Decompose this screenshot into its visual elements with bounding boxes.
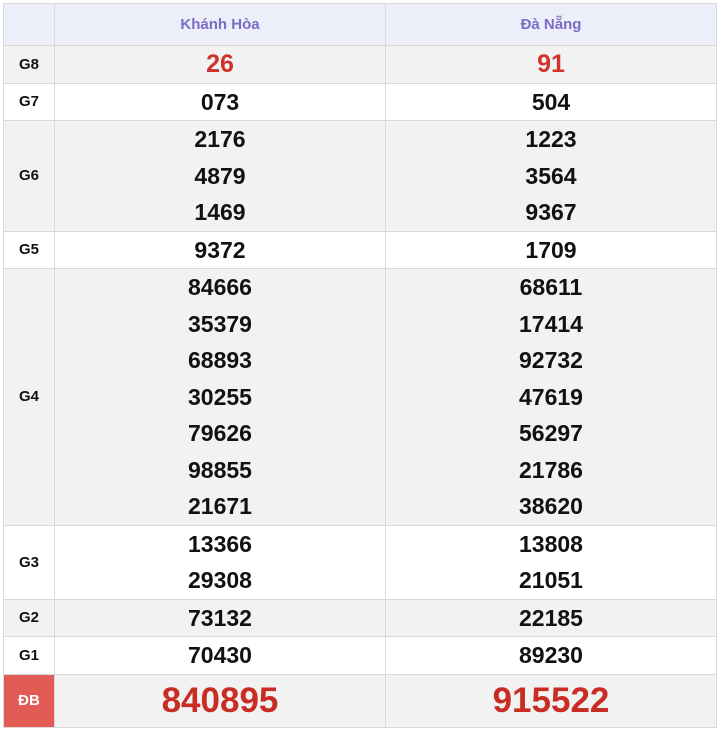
prize-label: G8 [3, 45, 55, 84]
prize-number: 1469 [194, 199, 246, 225]
prize-number: 21051 [519, 567, 583, 593]
prize-number: 9367 [525, 199, 577, 225]
prize-number: 68893 [188, 347, 252, 373]
prize-row-g3: G3 13366 29308 13808 21051 [3, 524, 717, 600]
prize-number: 17414 [519, 310, 583, 337]
corner-cell [3, 3, 55, 46]
header-row: Khánh Hòa Đà Nẵng [3, 3, 717, 46]
prize-label: G4 [3, 268, 55, 526]
prize-row-g6: G6 2176 4879 1469 1223 3564 9367 [3, 120, 717, 232]
prize-label: G5 [3, 230, 55, 269]
prize-number: 2176 [194, 126, 246, 152]
prize-number: 504 [531, 88, 571, 115]
prize-cell: 1223 3564 9367 [385, 120, 717, 232]
prize-number: 92732 [519, 347, 583, 373]
prize-row-g4: G4 84666 35379 68893 30255 79626 98855 21671 686… [3, 268, 717, 526]
prize-number: 21786 [519, 456, 583, 483]
prize-cell: 915522 [385, 673, 717, 728]
prize-number: 1223 [525, 126, 577, 152]
prize-number: 79626 [188, 420, 252, 446]
prize-row-g8: G8 26 91 [3, 45, 717, 84]
prize-cell: 073 [54, 82, 386, 121]
prize-cell: 68611 17414 92732 47619 56297 21786 38620 [385, 268, 717, 526]
prize-cell: 9372 [54, 230, 386, 269]
prize-number: 91 [537, 50, 565, 78]
prize-number: 47619 [519, 383, 583, 410]
prize-cell: 13808 21051 [385, 524, 717, 600]
prize-number: 21671 [188, 493, 252, 519]
prize-number: 073 [200, 88, 240, 115]
prize-row-g1: G1 70430 89230 [3, 636, 717, 675]
prize-number: 56297 [519, 420, 583, 446]
prize-label: G2 [3, 598, 55, 637]
prize-number: 84666 [188, 274, 252, 300]
prize-number: 68611 [519, 274, 583, 300]
prize-number: 70430 [188, 642, 252, 668]
prize-number: 840895 [161, 680, 279, 720]
prize-label: ĐB [3, 673, 55, 728]
prize-cell: 84666 35379 68893 30255 79626 98855 21671 [54, 268, 386, 526]
prize-cell: 91 [385, 45, 717, 84]
prize-number: 915522 [492, 680, 610, 720]
prize-cell: 504 [385, 82, 717, 121]
prize-number: 4879 [194, 162, 246, 189]
prize-cell: 26 [54, 45, 386, 84]
prize-number: 3564 [525, 162, 577, 189]
prize-cell: 89230 [385, 636, 717, 675]
prize-number: 73132 [188, 604, 252, 631]
prize-cell: 1709 [385, 230, 717, 269]
prize-number: 35379 [188, 310, 252, 337]
prize-label: G6 [3, 120, 55, 232]
prize-number: 9372 [194, 236, 246, 263]
prize-label: G7 [3, 82, 55, 121]
prize-row-g7: G7 073 504 [3, 82, 717, 121]
prize-number: 13808 [519, 530, 583, 557]
prize-cell: 2176 4879 1469 [54, 120, 386, 232]
prize-cell: 840895 [54, 673, 386, 728]
province-header: Khánh Hòa [54, 3, 386, 46]
prize-label: G1 [3, 636, 55, 675]
prize-number: 30255 [188, 383, 252, 410]
prize-number: 89230 [519, 642, 583, 668]
prize-cell: 13366 29308 [54, 524, 386, 600]
prize-row-g2: G2 73132 22185 [3, 598, 717, 637]
prize-number: 98855 [188, 456, 252, 483]
province-header: Đà Nẵng [385, 3, 717, 46]
prize-number: 38620 [519, 493, 583, 519]
prize-cell: 73132 [54, 598, 386, 637]
prize-cell: 70430 [54, 636, 386, 675]
prize-number: 13366 [188, 530, 252, 557]
prize-row-g5: G5 9372 1709 [3, 230, 717, 269]
prize-number: 29308 [188, 567, 252, 593]
lottery-results-table: Khánh Hòa Đà Nẵng G8 26 91 G7 073 504 G6 2176 48… [3, 3, 717, 728]
prize-label: G3 [3, 524, 55, 600]
prize-number: 26 [206, 50, 234, 78]
prize-row-đb: ĐB 840895 915522 [3, 673, 717, 728]
prize-number: 22185 [519, 604, 583, 631]
prize-cell: 22185 [385, 598, 717, 637]
prize-number: 1709 [525, 236, 577, 263]
